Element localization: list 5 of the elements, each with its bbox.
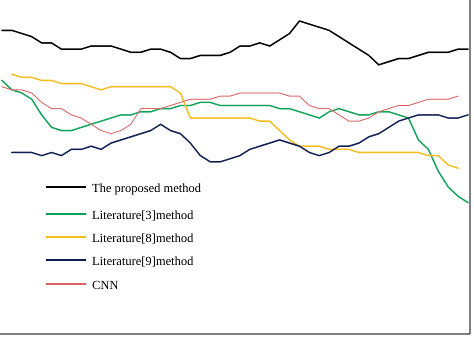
legend-label: Literature[9]method: [92, 254, 194, 268]
legend-label: CNN: [92, 278, 118, 292]
legend-label: Literature[3]method: [92, 208, 194, 222]
legend-label: The proposed method: [92, 181, 202, 195]
legend-label: Literature[8]method: [92, 231, 194, 245]
